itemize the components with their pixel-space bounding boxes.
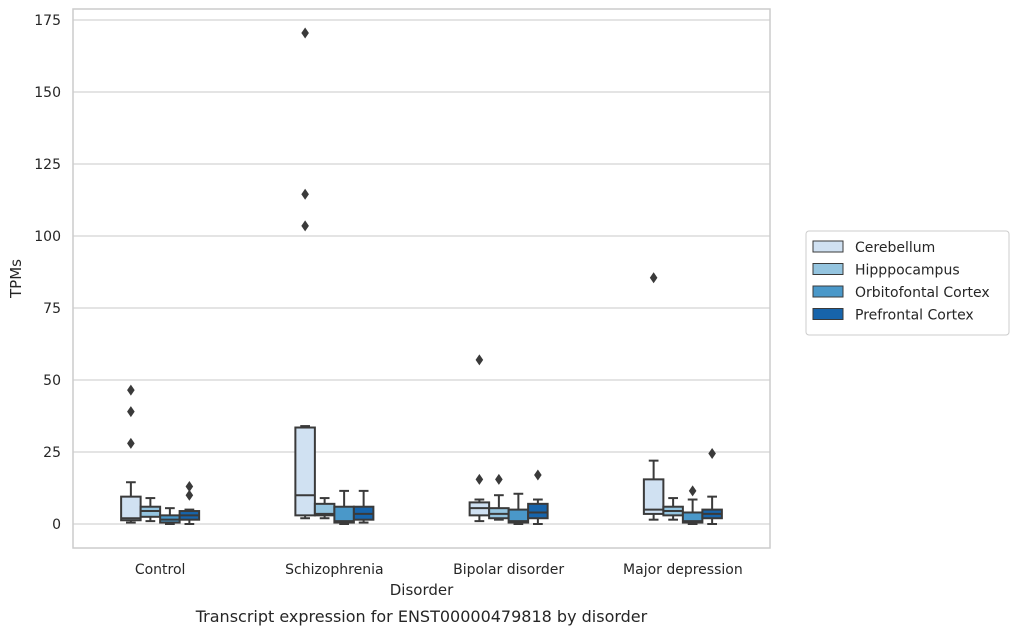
outlier-point bbox=[301, 188, 309, 200]
y-axis-label: TPMs bbox=[7, 259, 25, 299]
y-tick-label: 25 bbox=[43, 445, 61, 461]
chart-caption: Transcript expression for ENST0000047981… bbox=[195, 607, 648, 626]
box-prefrontal-cortex bbox=[701, 447, 723, 525]
y-tick-label: 150 bbox=[34, 85, 61, 101]
outlier-point bbox=[127, 384, 135, 396]
box-orbitofontal-cortex bbox=[159, 507, 181, 525]
x-tick-label: Control bbox=[135, 562, 186, 578]
outlier-point bbox=[475, 354, 484, 366]
box-body bbox=[120, 495, 142, 522]
legend-swatch bbox=[812, 263, 844, 275]
legend-label: Hipppocampus bbox=[855, 263, 960, 279]
y-tick-label: 75 bbox=[43, 301, 61, 317]
outlier-point bbox=[185, 481, 194, 493]
box-body bbox=[642, 478, 665, 515]
outlier-point bbox=[534, 469, 542, 481]
outlier-point bbox=[301, 220, 309, 232]
box-hipppocampus bbox=[662, 497, 684, 521]
legend-item: Hipppocampus bbox=[812, 263, 960, 279]
outlier-point bbox=[301, 27, 309, 39]
box-cerebellum bbox=[294, 27, 316, 520]
box-hipppocampus bbox=[313, 497, 336, 520]
legend-item: Orbitofontal Cortex bbox=[812, 285, 990, 301]
y-tick-label: 175 bbox=[34, 13, 61, 29]
box-cerebellum bbox=[642, 272, 665, 521]
outlier-point bbox=[495, 473, 503, 485]
box-orbitofontal-cortex bbox=[681, 485, 704, 525]
y-tick-label: 50 bbox=[43, 373, 61, 389]
box-cerebellum bbox=[468, 354, 491, 523]
box-body bbox=[294, 426, 316, 517]
outlier-point bbox=[708, 447, 716, 459]
box-orbitofontal-cortex bbox=[507, 492, 530, 525]
box-prefrontal-cortex bbox=[178, 481, 201, 525]
box-body bbox=[527, 502, 549, 520]
x-tick-labels: Control Schizophrenia Bipolar disorder Majo… bbox=[135, 562, 743, 578]
grid-lines bbox=[73, 19, 770, 525]
y-tick-labels: 0 25 50 75 100 125 150 175 bbox=[34, 13, 61, 533]
y-tick-label: 125 bbox=[34, 157, 61, 173]
legend-label: Cerebellum bbox=[855, 240, 935, 256]
legend-label: Prefrontal Cortex bbox=[855, 308, 974, 324]
box-orbitofontal-cortex bbox=[333, 489, 355, 525]
legend-item: Prefrontal Cortex bbox=[812, 308, 974, 324]
legend-swatch bbox=[812, 308, 844, 320]
legend-swatch bbox=[812, 285, 844, 298]
box-hipppocampus bbox=[139, 497, 162, 523]
plot-frame bbox=[72, 8, 771, 549]
outlier-point bbox=[127, 437, 135, 449]
box-prefrontal-cortex bbox=[527, 469, 549, 525]
x-tick-label: Schizophrenia bbox=[285, 562, 383, 578]
legend-item: Cerebellum bbox=[812, 240, 935, 256]
outlier-point bbox=[688, 485, 697, 497]
x-axis-label: Disorder bbox=[390, 581, 454, 599]
outlier-point bbox=[127, 406, 135, 418]
legend-frame bbox=[805, 230, 1010, 336]
legend: Cerebellum Hipppocampus Orbitofontal Corte… bbox=[805, 230, 1010, 336]
x-tick-label: Bipolar disorder bbox=[453, 562, 564, 578]
outlier-point bbox=[475, 473, 484, 485]
outlier-point bbox=[649, 272, 658, 284]
box-plots bbox=[120, 27, 723, 525]
legend-swatch bbox=[812, 240, 844, 253]
outlier-point bbox=[185, 489, 194, 501]
y-tick-label: 0 bbox=[52, 517, 61, 533]
box-hipppocampus bbox=[488, 473, 510, 521]
box-prefrontal-cortex bbox=[352, 489, 375, 524]
y-tick-label: 100 bbox=[34, 229, 61, 245]
legend-label: Orbitofontal Cortex bbox=[855, 285, 990, 301]
box-cerebellum bbox=[120, 384, 142, 524]
x-tick-label: Major depression bbox=[623, 562, 743, 578]
